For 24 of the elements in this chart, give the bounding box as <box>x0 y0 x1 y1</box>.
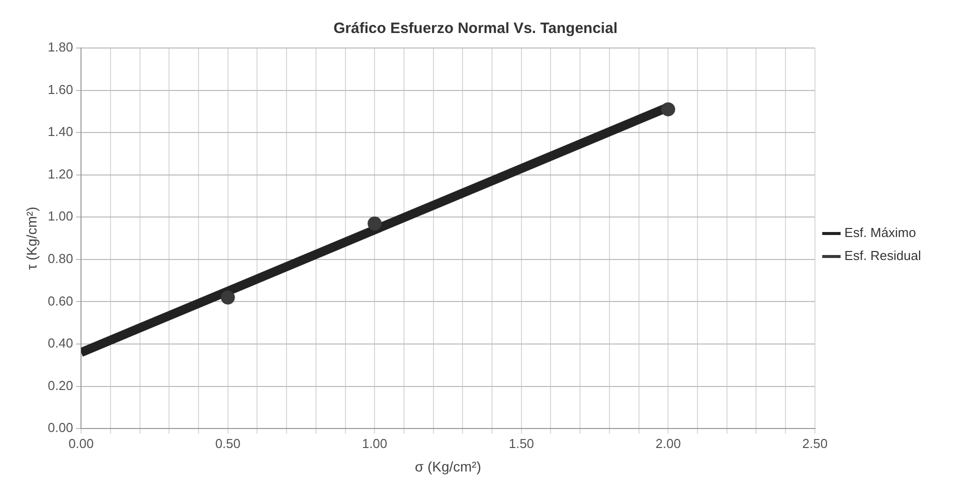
x-tick-label: 2.00 <box>655 436 681 451</box>
x-tick-label: 1.50 <box>508 436 534 451</box>
x-tick-label: 0.50 <box>215 436 241 451</box>
x-axis-title: σ (Kg/cm²) <box>414 458 482 474</box>
y-tick-label: 0.00 <box>48 420 74 436</box>
y-tick-label: 1.00 <box>48 208 74 224</box>
x-tick-label: 0.00 <box>68 436 94 451</box>
y-tick-label: 1.80 <box>48 40 74 55</box>
y-tick-label: 0.60 <box>48 293 74 308</box>
point <box>368 216 382 230</box>
y-tick-label: 1.20 <box>48 166 74 182</box>
legend-label: Esf. Máximo <box>844 225 916 240</box>
y-tick-label: 0.80 <box>48 251 74 266</box>
legend-label: Esf. Residual <box>844 248 922 264</box>
point <box>220 290 235 305</box>
y-axis-title: τ (Kg/cm²) <box>23 206 40 270</box>
point <box>661 102 676 116</box>
x-tick-label: 2.50 <box>802 436 828 451</box>
y-tick-label: 0.20 <box>48 378 74 393</box>
y-tick-label: 0.40 <box>48 336 74 351</box>
x-tick-label: 1.00 <box>362 436 388 451</box>
chart-title: Gráfico Esfuerzo Normal Vs. Tangencial <box>334 20 618 38</box>
y-tick-label: 1.40 <box>48 124 74 140</box>
y-tick-label: 1.60 <box>48 82 74 97</box>
